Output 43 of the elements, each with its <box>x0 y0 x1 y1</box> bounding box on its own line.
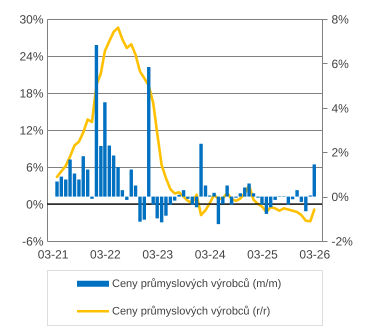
bar <box>264 196 268 214</box>
bar <box>160 196 164 222</box>
bar <box>230 196 234 205</box>
y2-tick-label: 0% <box>332 190 350 204</box>
bar <box>94 44 98 197</box>
y-tick-label: 24% <box>19 50 44 64</box>
bar <box>103 102 107 197</box>
x-tick-label: 03-24 <box>194 248 226 262</box>
legend-label: Ceny průmyslových výrobců (m/m) <box>112 278 282 290</box>
x-tick-label: 03-26 <box>299 248 330 262</box>
x-tick-label: 03-22 <box>90 248 122 262</box>
y-tick-label: 18% <box>19 86 44 100</box>
line-series <box>56 26 316 223</box>
y2-tick-label: 8% <box>332 12 350 26</box>
y2-tick-label: 4% <box>332 101 350 116</box>
bar <box>312 164 316 197</box>
bar <box>194 196 198 208</box>
y-tick-label: -6% <box>22 234 44 248</box>
bar <box>199 144 203 197</box>
legend-label: Ceny průmyslových výrobců (r/r) <box>112 305 270 318</box>
x-tick-label: 03-23 <box>142 248 174 262</box>
bar <box>125 196 129 200</box>
bar <box>212 192 216 197</box>
y-tick-label: 30% <box>19 12 44 26</box>
y2-tick-label: 6% <box>332 56 350 71</box>
bar <box>142 196 146 220</box>
x-tick-label: 03-25 <box>247 248 278 262</box>
bar <box>68 160 72 197</box>
y2-tick-label: -2% <box>332 234 354 248</box>
bar <box>147 66 150 197</box>
bar <box>182 190 186 197</box>
bar <box>286 196 290 205</box>
y-tick-label: 12% <box>19 124 44 138</box>
y-tick-label: 0% <box>26 198 44 212</box>
x-tick-label: 03-21 <box>38 248 69 262</box>
bar <box>172 196 176 201</box>
bar <box>247 184 251 197</box>
bar <box>295 190 299 197</box>
y-tick-label: 6% <box>26 160 44 174</box>
bar <box>60 176 64 197</box>
bar <box>225 186 229 197</box>
bar <box>216 196 220 224</box>
y2-tick-label: 2% <box>332 146 350 160</box>
